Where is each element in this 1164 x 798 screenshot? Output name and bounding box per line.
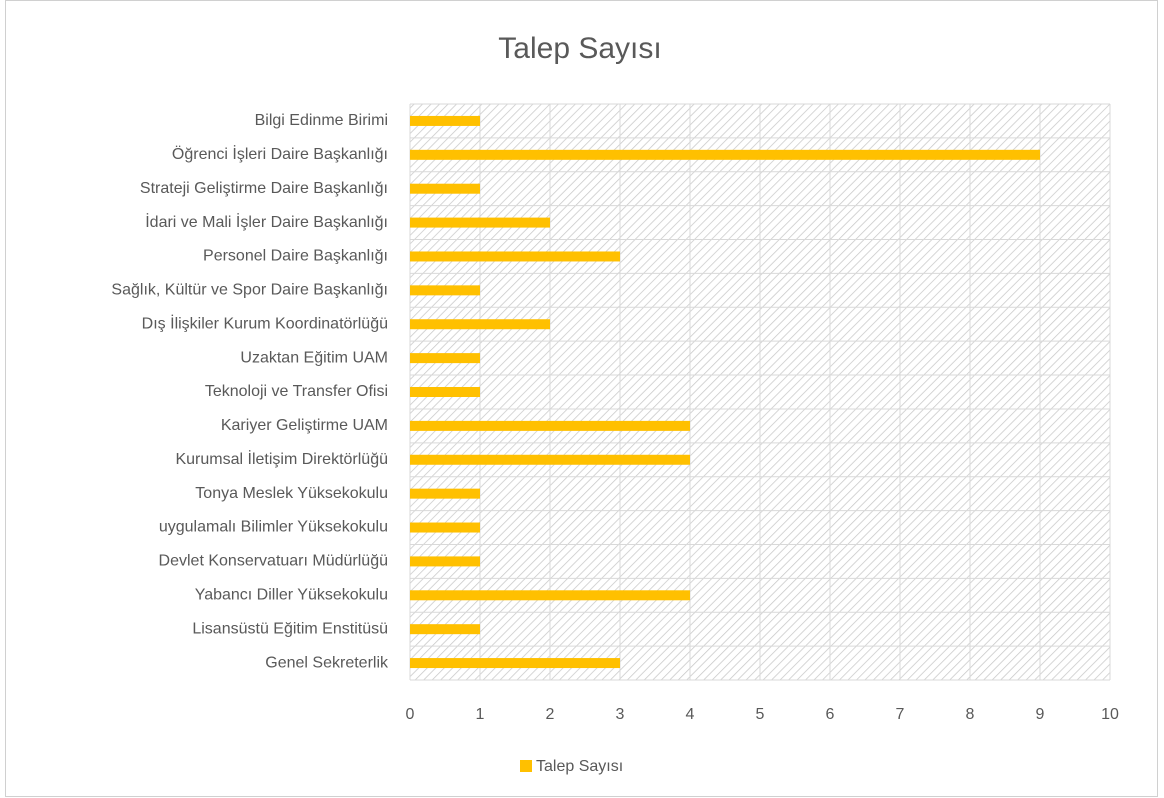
bar	[410, 658, 620, 669]
y-tick-label: uygulamalı Bilimler Yüksekokulu	[159, 519, 388, 536]
x-tick-label: 8	[966, 706, 975, 723]
y-tick-label: Devlet Konservatuarı Müdürlüğü	[159, 553, 388, 570]
y-tick-label: Personel Daire Başkanlığı	[203, 248, 388, 265]
y-tick-label: Kariyer Geliştirme UAM	[221, 417, 388, 434]
x-tick-label: 7	[896, 706, 905, 723]
bar	[410, 183, 480, 194]
x-tick-label: 6	[826, 706, 835, 723]
y-tick-label: Yabancı Diller Yüksekokulu	[195, 587, 388, 604]
x-tick-label: 5	[756, 706, 765, 723]
y-tick-label: Tonya Meslek Yüksekokulu	[195, 485, 388, 502]
x-tick-label: 9	[1036, 706, 1045, 723]
x-tick-label: 2	[546, 706, 555, 723]
y-tick-label: Strateji Geliştirme Daire Başkanlığı	[140, 180, 388, 197]
x-tick-label: 0	[406, 706, 415, 723]
bar	[410, 285, 480, 296]
y-tick-label: Bilgi Edinme Birimi	[255, 112, 388, 129]
y-tick-label: Uzaktan Eğitim UAM	[240, 349, 388, 366]
y-tick-label: Genel Sekreterlik	[265, 654, 389, 671]
y-tick-label: Dış İlişkiler Kurum Koordinatörlüğü	[142, 313, 388, 332]
x-tick-label: 10	[1101, 706, 1119, 723]
bar	[410, 217, 550, 228]
bar	[410, 353, 480, 364]
bar	[410, 590, 690, 601]
y-tick-label: Kurumsal İletişim Direktörlüğü	[175, 449, 388, 468]
y-tick-label: İdari ve Mali İşler Daire Başkanlığı	[145, 212, 388, 231]
bar	[410, 149, 1040, 160]
bar	[410, 420, 690, 431]
bar	[410, 454, 690, 465]
y-tick-label: Sağlık, Kültür ve Spor Daire Başkanlığı	[111, 282, 388, 299]
x-tick-label: 1	[476, 706, 485, 723]
legend-swatch	[520, 760, 532, 772]
chart-title: Talep Sayısı	[498, 32, 661, 65]
y-tick-label: Teknoloji ve Transfer Ofisi	[205, 383, 388, 400]
bar	[410, 319, 550, 330]
y-tick-label: Lisansüstü Eğitim Enstitüsü	[192, 620, 388, 637]
bar	[410, 387, 480, 397]
bar	[410, 556, 480, 567]
bar	[410, 522, 480, 533]
bar	[410, 488, 480, 499]
bar	[410, 115, 480, 126]
x-tick-label: 4	[686, 706, 695, 723]
bar	[410, 624, 480, 635]
x-tick-label: 3	[616, 706, 625, 723]
y-tick-label: Öğrenci İşleri Daire Başkanlığı	[172, 144, 388, 163]
bar	[410, 251, 620, 262]
legend-label: Talep Sayısı	[536, 758, 623, 775]
